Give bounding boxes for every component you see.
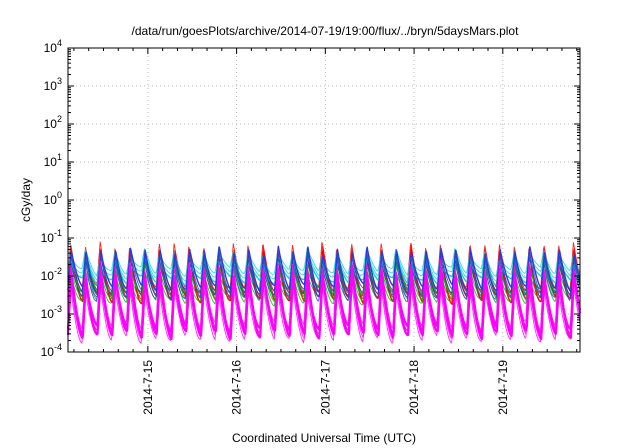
series-layer xyxy=(66,241,582,344)
y-tick-label: 100 xyxy=(44,190,62,207)
series-line-variant xyxy=(67,256,581,303)
series-line xyxy=(67,245,581,294)
y-tick-label: 10-1 xyxy=(41,228,62,245)
series-line-variant xyxy=(67,250,581,298)
x-tick-label: 2014-7-15 xyxy=(141,360,155,415)
y-tick-exponent: -2 xyxy=(54,266,62,276)
x-tick-label: 2014-7-18 xyxy=(407,360,421,415)
y-axis-label: cGy/day xyxy=(19,178,33,222)
axis-ticks xyxy=(68,47,580,353)
y-tick-label: 102 xyxy=(44,114,62,131)
y-tick-exponent: -4 xyxy=(54,342,62,352)
y-tick-base: 10 xyxy=(41,345,55,359)
y-tick-label: 10-3 xyxy=(41,304,62,321)
x-tick-labels: 2014-7-15 2014-7-16 2014-7-17 2014-7-18 2014… xyxy=(141,360,510,415)
y-tick-exponent: 1 xyxy=(57,152,62,162)
y-tick-base: 10 xyxy=(44,117,58,131)
x-tick-label: 2014-7-16 xyxy=(230,360,244,415)
x-tick-label: 2014-7-19 xyxy=(496,360,510,415)
y-tick-base: 10 xyxy=(41,269,55,283)
y-tick-base: 10 xyxy=(41,231,55,245)
series-line xyxy=(66,273,582,336)
y-tick-label: 104 xyxy=(44,38,62,55)
y-tick-exponent: 0 xyxy=(57,190,62,200)
y-tick-exponent: 4 xyxy=(57,38,62,48)
y-tick-base: 10 xyxy=(44,193,58,207)
y-tick-exponent: -3 xyxy=(54,304,62,314)
series-line-variant xyxy=(67,279,581,340)
y-tick-base: 10 xyxy=(44,155,58,169)
x-axis-label: Coordinated Universal Time (UTC) xyxy=(232,431,416,445)
y-tick-exponent: 3 xyxy=(57,76,62,86)
series-line-variant xyxy=(67,283,581,344)
y-tick-label: 10-2 xyxy=(41,266,62,283)
y-tick-base: 10 xyxy=(44,79,58,93)
y-tick-exponent: -1 xyxy=(54,228,62,238)
y-tick-label: 101 xyxy=(44,152,62,169)
y-tick-base: 10 xyxy=(41,307,55,321)
chart-title: /data/run/goesPlots/archive/2014-07-19/1… xyxy=(132,24,520,38)
y-tick-label: 10-4 xyxy=(41,342,62,359)
x-tick-label: 2014-7-17 xyxy=(318,360,332,415)
y-tick-label: 103 xyxy=(44,76,62,93)
y-tick-base: 10 xyxy=(44,41,58,55)
y-tick-exponent: 2 xyxy=(57,114,62,124)
